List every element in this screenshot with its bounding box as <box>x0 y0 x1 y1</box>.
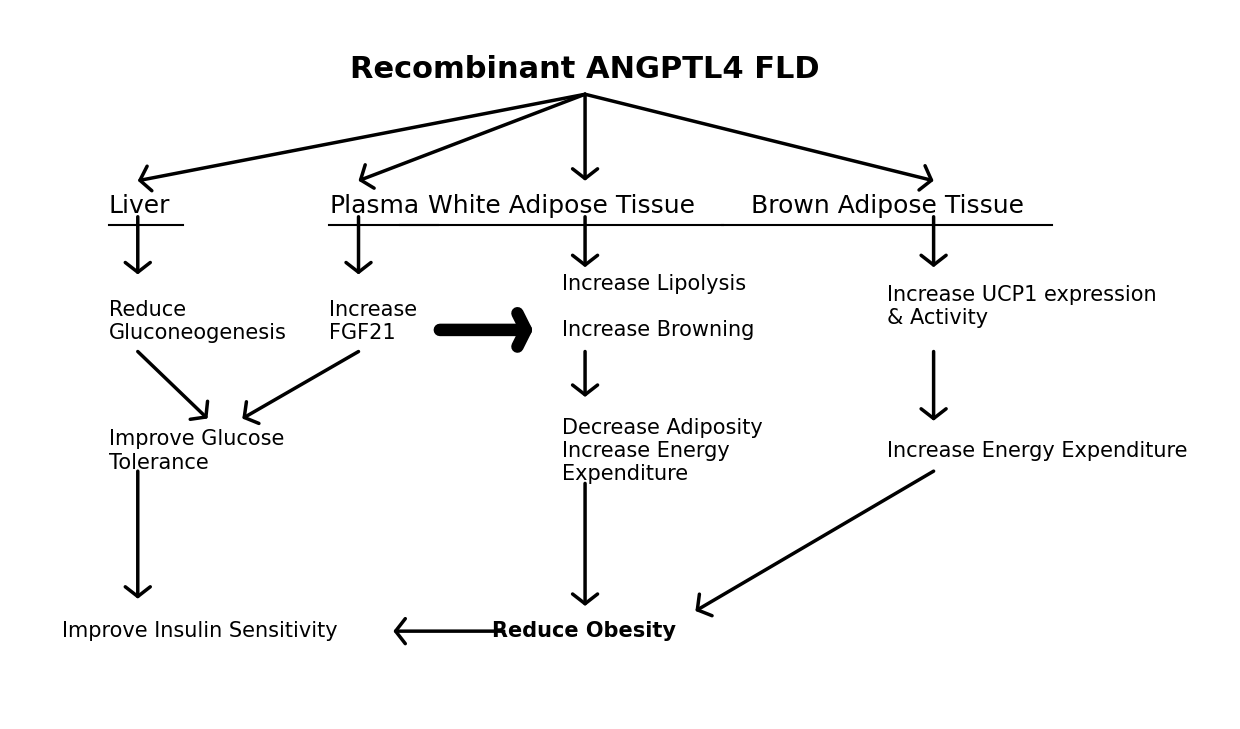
Text: Recombinant ANGPTL4 FLD: Recombinant ANGPTL4 FLD <box>350 55 820 84</box>
Text: Liver: Liver <box>109 194 170 218</box>
Text: Increase Energy Expenditure: Increase Energy Expenditure <box>887 441 1188 461</box>
Text: White Adipose Tissue: White Adipose Tissue <box>428 194 696 218</box>
Text: Reduce Obesity: Reduce Obesity <box>492 621 676 641</box>
Text: Increase
FGF21: Increase FGF21 <box>330 300 418 343</box>
Text: Improve Insulin Sensitivity: Improve Insulin Sensitivity <box>62 621 337 641</box>
Text: Plasma: Plasma <box>330 194 419 218</box>
Text: Reduce
Gluconeogenesis: Reduce Gluconeogenesis <box>109 300 286 343</box>
Text: Increase UCP1 expression
& Activity: Increase UCP1 expression & Activity <box>887 285 1157 329</box>
Text: Brown Adipose Tissue: Brown Adipose Tissue <box>750 194 1024 218</box>
Text: Increase Lipolysis

Increase Browning: Increase Lipolysis Increase Browning <box>562 273 754 340</box>
Text: Decrease Adiposity
Increase Energy
Expenditure: Decrease Adiposity Increase Energy Expen… <box>562 418 763 484</box>
Text: Improve Glucose
Tolerance: Improve Glucose Tolerance <box>109 429 284 472</box>
